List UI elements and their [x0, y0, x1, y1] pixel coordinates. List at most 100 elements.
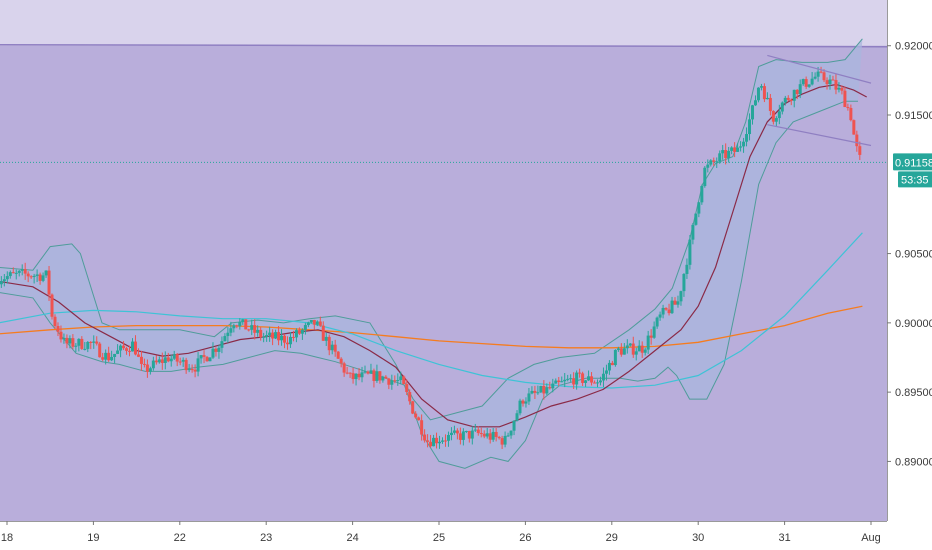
- candle: [86, 340, 90, 353]
- candle: [533, 385, 537, 400]
- candle: [166, 352, 170, 363]
- candle-body: [411, 401, 415, 414]
- candle-body: [694, 213, 698, 225]
- candle: [229, 321, 233, 337]
- candle-body: [86, 341, 90, 349]
- candle: [840, 85, 844, 95]
- candle: [354, 373, 358, 386]
- candle-body: [733, 147, 737, 152]
- candle-body: [128, 350, 132, 352]
- candle: [688, 234, 692, 270]
- candle: [801, 78, 805, 86]
- candle: [482, 430, 486, 439]
- candle-body: [500, 438, 504, 445]
- candle: [753, 95, 757, 106]
- candle: [20, 264, 24, 276]
- candle: [235, 324, 239, 329]
- candle-body: [852, 120, 856, 135]
- candle-body: [619, 348, 623, 355]
- candle: [274, 329, 278, 340]
- candle-body: [432, 437, 436, 447]
- candle-body: [497, 436, 501, 439]
- candle: [285, 336, 289, 350]
- candle-body: [521, 400, 525, 404]
- candle: [89, 341, 93, 350]
- candle: [5, 271, 9, 284]
- candle-body: [330, 344, 334, 351]
- candle: [253, 319, 257, 340]
- candle-body: [828, 79, 832, 85]
- candle-body: [139, 356, 143, 364]
- candle-body: [467, 430, 471, 439]
- candle-body: [259, 329, 263, 338]
- candle: [765, 92, 769, 100]
- candle: [446, 431, 450, 447]
- candle-body: [816, 71, 820, 77]
- candle-body: [596, 382, 600, 384]
- candle-body: [244, 319, 248, 330]
- candle-body: [765, 97, 769, 100]
- candle: [244, 319, 248, 330]
- price-tick-label: 0.92000: [895, 41, 932, 53]
- candle-body: [214, 348, 218, 352]
- candle: [196, 352, 200, 377]
- candle: [795, 89, 799, 100]
- candle: [736, 143, 740, 152]
- candle-body: [527, 393, 531, 402]
- candle: [345, 366, 349, 375]
- candle-body: [598, 380, 602, 383]
- candle-body: [56, 326, 60, 332]
- candle: [300, 328, 304, 340]
- candle: [640, 341, 644, 358]
- candle-body: [283, 335, 287, 343]
- candle-body: [515, 413, 519, 421]
- candle: [297, 327, 301, 336]
- candle-body: [256, 329, 260, 333]
- candle-body: [718, 153, 722, 162]
- candle-body: [172, 354, 176, 359]
- candle-body: [700, 186, 704, 203]
- candle: [181, 357, 185, 367]
- candle: [232, 323, 236, 333]
- candle-body: [184, 359, 188, 371]
- candle: [449, 427, 453, 441]
- candle-body: [154, 360, 158, 363]
- candle: [423, 429, 427, 443]
- candle: [429, 434, 433, 448]
- candle: [709, 159, 713, 167]
- candle-body: [65, 337, 69, 344]
- candle: [792, 89, 796, 108]
- candle: [664, 307, 668, 311]
- candle: [107, 346, 111, 362]
- bollinger-bands: [0, 38, 863, 469]
- candle-body: [566, 378, 570, 380]
- price-axis[interactable]: [887, 0, 932, 550]
- candle-body: [658, 314, 662, 318]
- candle: [324, 332, 328, 346]
- candle: [125, 346, 129, 355]
- countdown-tag-bg: [898, 171, 932, 188]
- candle-body: [748, 119, 752, 135]
- candle-body: [32, 275, 36, 277]
- candle-body: [271, 332, 275, 339]
- candle: [742, 137, 746, 153]
- candle-body: [584, 380, 588, 383]
- candle-body: [709, 160, 713, 165]
- candle: [130, 338, 134, 352]
- candle: [715, 157, 719, 169]
- candle: [360, 366, 364, 383]
- candle: [455, 428, 459, 440]
- candle: [420, 414, 424, 441]
- candle-body: [780, 102, 784, 112]
- candle-body: [101, 357, 105, 360]
- candle-body: [554, 380, 558, 384]
- candle-body: [393, 380, 397, 382]
- candle-body: [506, 435, 510, 437]
- candle: [828, 74, 832, 90]
- candle: [846, 103, 850, 111]
- candle: [74, 343, 78, 353]
- candle: [291, 330, 295, 342]
- last-price-tag: 0.91158 53:35: [893, 153, 932, 188]
- time-axis[interactable]: [0, 521, 932, 550]
